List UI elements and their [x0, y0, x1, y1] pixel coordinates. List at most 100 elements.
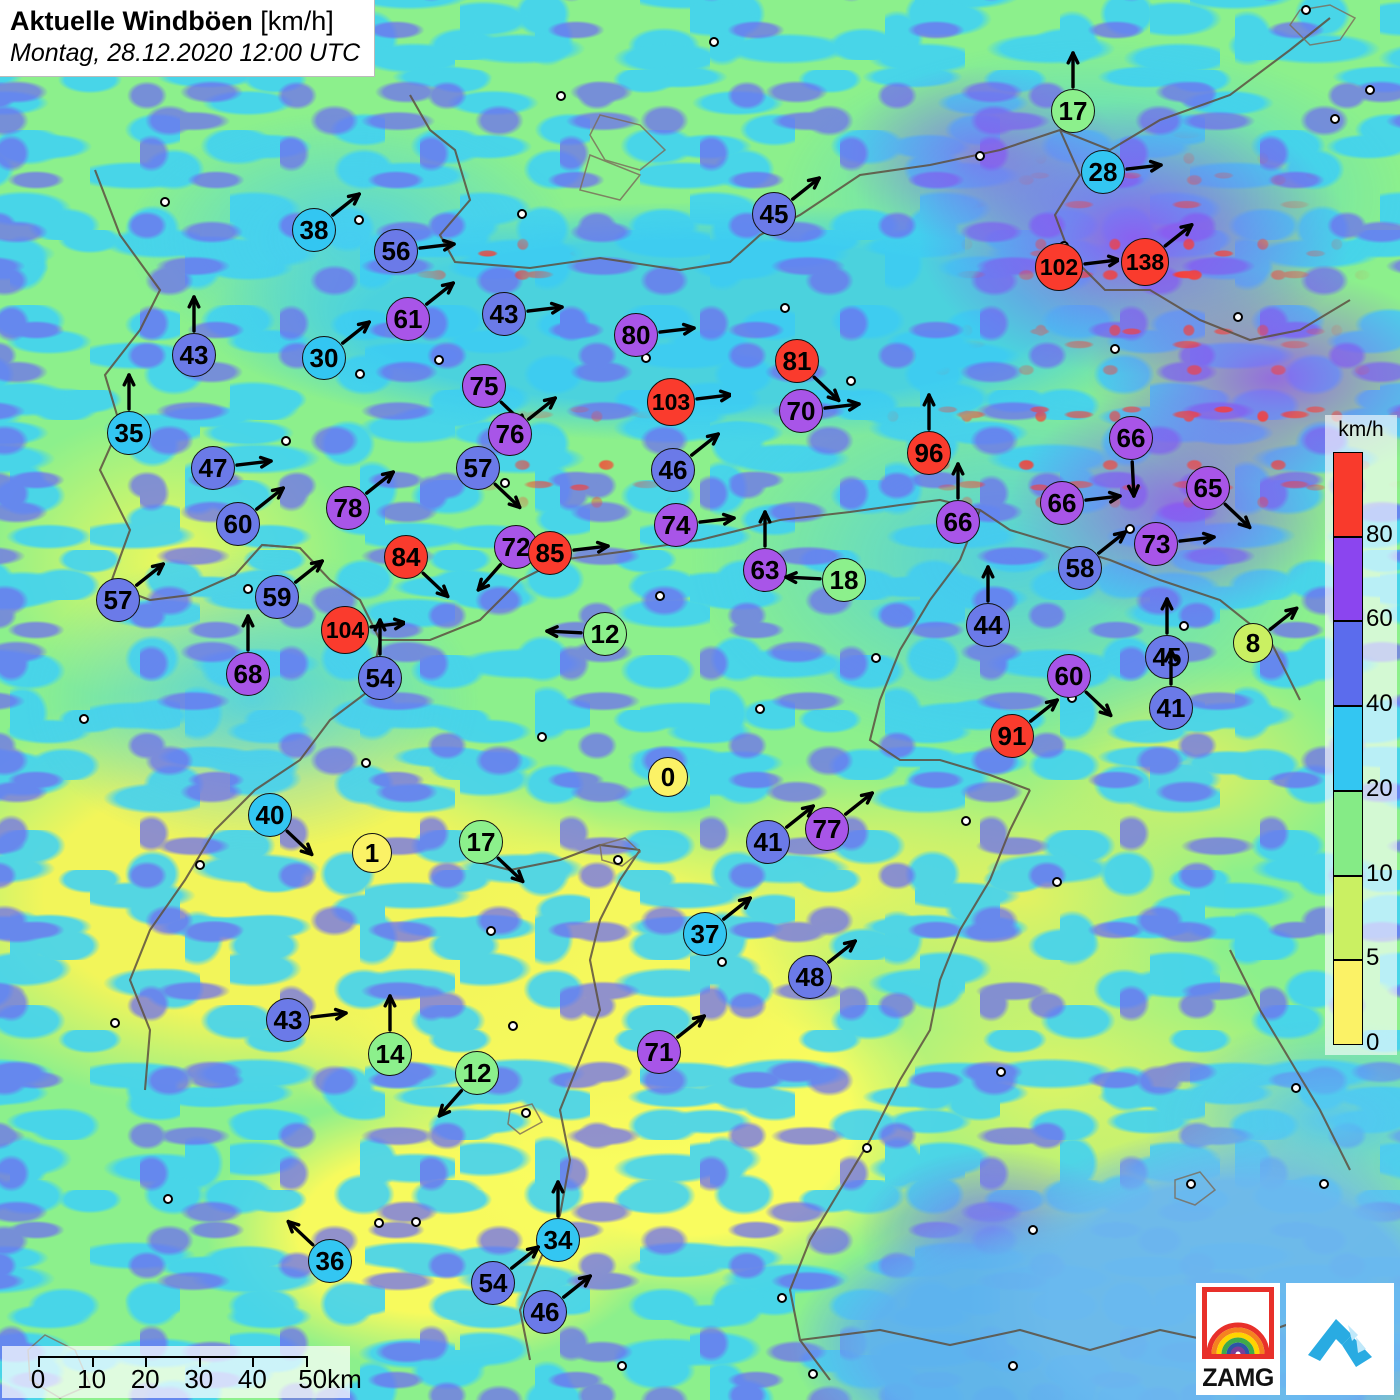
wind-value-bubble[interactable]: 46: [651, 448, 695, 492]
wind-value-bubble[interactable]: 102: [1035, 243, 1083, 291]
wind-value-bubble[interactable]: 85: [528, 531, 572, 575]
city-dot: [1319, 1179, 1329, 1189]
wind-value-bubble[interactable]: 60: [216, 502, 260, 546]
city-label: [281, 436, 296, 446]
wind-value-bubble[interactable]: 63: [743, 548, 787, 592]
city-label: [1028, 1225, 1043, 1235]
scale-tick-label: 30: [184, 1364, 214, 1394]
city-label: [1325, 114, 1340, 124]
city-label: [508, 1021, 523, 1031]
city-label: [780, 303, 795, 313]
wind-value-bubble[interactable]: 66: [1109, 416, 1153, 460]
wind-value-bubble[interactable]: 40: [248, 793, 292, 837]
wind-value-bubble[interactable]: 103: [647, 378, 695, 426]
wind-value-bubble[interactable]: 65: [1186, 466, 1230, 510]
wind-value-bubble[interactable]: 138: [1121, 238, 1169, 286]
city-label: [1360, 85, 1375, 95]
wind-value-bubble[interactable]: 74: [654, 503, 698, 547]
city-dot: [1233, 312, 1243, 322]
wind-value-bubble[interactable]: 80: [614, 313, 658, 357]
city-label: [1110, 344, 1125, 354]
wind-value-bubble[interactable]: 104: [321, 606, 369, 654]
wind-value-bubble[interactable]: 66: [1040, 481, 1084, 525]
colorbar-tick-label: 80: [1366, 520, 1393, 548]
city-dot: [1291, 1083, 1301, 1093]
wind-value-bubble[interactable]: 45: [1145, 635, 1189, 679]
wind-value-bubble[interactable]: 61: [386, 297, 430, 341]
wind-value-bubble[interactable]: 78: [326, 486, 370, 530]
wind-value-bubble[interactable]: 47: [191, 446, 235, 490]
wind-value-bubble[interactable]: 38: [292, 208, 336, 252]
city-dot: [613, 855, 623, 865]
wind-value-bubble[interactable]: 14: [368, 1032, 412, 1076]
wind-value-bubble[interactable]: 35: [107, 411, 151, 455]
wind-value-bubble[interactable]: 81: [775, 339, 819, 383]
wind-value-bubble[interactable]: 75: [462, 364, 506, 408]
city-dot: [961, 816, 971, 826]
zamg-logo-text: ZAMG: [1202, 1364, 1274, 1392]
city-label: [961, 816, 976, 826]
wind-value-bubble[interactable]: 96: [907, 431, 951, 475]
wind-value-bubble[interactable]: 70: [779, 389, 823, 433]
wind-value-bubble[interactable]: 36: [308, 1239, 352, 1283]
wind-value-bubble[interactable]: 43: [172, 333, 216, 377]
city-dot: [862, 1143, 872, 1153]
wind-value-bubble[interactable]: 44: [966, 603, 1010, 647]
zamg-rainbow-icon: [1202, 1287, 1274, 1359]
wind-value-bubble[interactable]: 8: [1233, 623, 1273, 663]
city-label: [1008, 1361, 1023, 1371]
wind-value-bubble[interactable]: 0: [648, 757, 688, 797]
city-dot: [755, 704, 765, 714]
wind-value-bubble[interactable]: 84: [384, 535, 428, 579]
mountain-chevron-icon: [1308, 1319, 1372, 1367]
wind-value-bubble[interactable]: 57: [96, 578, 140, 622]
wind-value-bubble[interactable]: 60: [1047, 654, 1091, 698]
wind-value-bubble[interactable]: 12: [455, 1051, 499, 1095]
wind-value-bubble[interactable]: 76: [488, 412, 532, 456]
wind-value-bubble[interactable]: 17: [1051, 89, 1095, 133]
wind-value-bubble[interactable]: 77: [805, 807, 849, 851]
wind-value-bubble[interactable]: 56: [374, 229, 418, 273]
wind-value-bubble[interactable]: 12: [583, 612, 627, 656]
wind-value-bubble[interactable]: 30: [302, 336, 346, 380]
city-label: [655, 591, 670, 601]
wind-value-bubble[interactable]: 57: [456, 446, 500, 490]
city-dot: [486, 926, 496, 936]
city-dot: [374, 1218, 384, 1228]
wind-value-bubble[interactable]: 46: [523, 1290, 567, 1334]
wind-value-bubble[interactable]: 43: [482, 292, 526, 336]
wind-value-bubble[interactable]: 66: [936, 500, 980, 544]
wind-value-bubble[interactable]: 18: [822, 558, 866, 602]
wind-value-bubble[interactable]: 1: [352, 833, 392, 873]
city-dot: [1365, 85, 1375, 95]
wind-value-bubble[interactable]: 54: [358, 656, 402, 700]
colorbar-band: [1333, 706, 1363, 791]
city-label: [1291, 1083, 1306, 1093]
wind-value-bubble[interactable]: 59: [255, 575, 299, 619]
wind-value-bubble[interactable]: 54: [471, 1261, 515, 1305]
wind-value-bubble[interactable]: 71: [637, 1030, 681, 1074]
zamg-logo: ZAMG: [1196, 1283, 1280, 1395]
wind-value-bubble[interactable]: 41: [746, 820, 790, 864]
wind-value-bubble[interactable]: 48: [788, 955, 832, 999]
colorbar-tick-label: 10: [1366, 859, 1393, 887]
colorbar-tick-label: 40: [1366, 690, 1393, 718]
wind-value-bubble[interactable]: 73: [1134, 522, 1178, 566]
wind-value-bubble[interactable]: 43: [266, 998, 310, 1042]
wind-value-bubble[interactable]: 58: [1058, 546, 1102, 590]
wind-value-bubble[interactable]: 91: [990, 714, 1034, 758]
city-dot: [79, 714, 89, 724]
city-label: [556, 91, 571, 101]
city-label: [772, 1293, 787, 1303]
wind-value-bubble[interactable]: 37: [683, 912, 727, 956]
city-label: [356, 758, 371, 768]
colorbar-band: [1333, 621, 1363, 707]
wind-value-bubble[interactable]: 68: [226, 652, 270, 696]
wind-value-bubble[interactable]: 28: [1081, 150, 1125, 194]
wind-value-bubble[interactable]: 45: [752, 192, 796, 236]
wind-value-bubble[interactable]: 34: [536, 1218, 580, 1262]
city-label: [709, 37, 724, 47]
scale-bar-line: [38, 1356, 306, 1358]
wind-value-bubble[interactable]: 17: [459, 820, 503, 864]
wind-value-bubble[interactable]: 41: [1149, 686, 1193, 730]
